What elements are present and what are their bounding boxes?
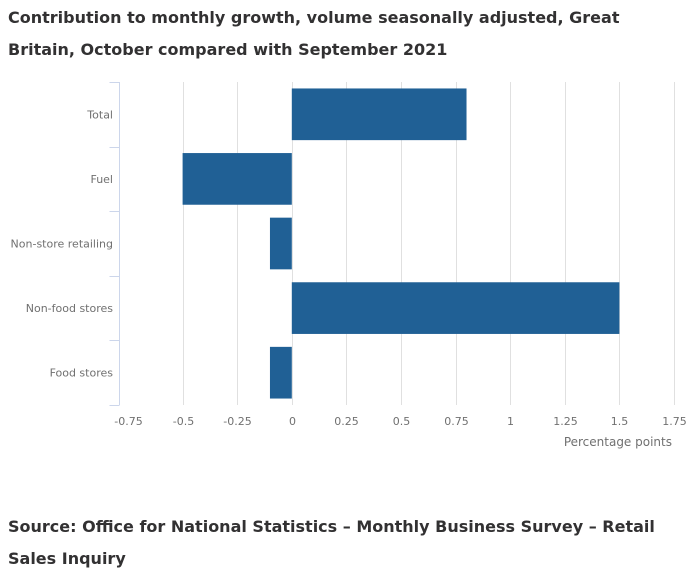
x-tick-label: 1.5 [611,415,629,428]
bar-non-store-retailing[interactable] [269,217,292,270]
x-tick-label: -0.25 [223,415,251,428]
x-tick-label: 0 [289,415,296,428]
x-tick-label: 0.25 [334,415,359,428]
category-label: Total [86,108,113,121]
bar-fuel[interactable] [182,153,292,205]
x-tick-label: -0.5 [173,415,194,428]
bar-food-stores[interactable] [269,346,292,399]
bar-total[interactable] [291,88,467,141]
x-tick-label: 0.5 [393,415,411,428]
x-tick-label: 1 [507,415,514,428]
category-label: Fuel [90,173,113,186]
category-axis: Total Fuel Non-store retailing Non-food sto… [11,82,120,406]
x-tick-label: -0.75 [114,415,142,428]
x-tick-label: 1.25 [553,415,578,428]
bars [182,88,620,399]
category-label: Food stores [50,367,114,380]
x-tick-label: 1.75 [662,415,687,428]
category-label: Non-food stores [26,302,114,315]
x-axis-ticks: -0.75 -0.5 -0.25 0 0.25 0.5 0.75 1 1.25 1.5 1.75 [114,415,686,428]
chart-title: Contribution to monthly growth, volume s… [8,8,620,59]
x-tick-label: 0.75 [444,415,469,428]
x-axis-title: Percentage points [564,435,672,449]
bar-chart: Total Fuel Non-store retailing Non-food sto… [11,82,687,449]
category-label: Non-store retailing [11,238,113,251]
bar-non-food-stores[interactable] [291,282,620,334]
source-note: Source: Office for National Statistics –… [8,517,655,568]
